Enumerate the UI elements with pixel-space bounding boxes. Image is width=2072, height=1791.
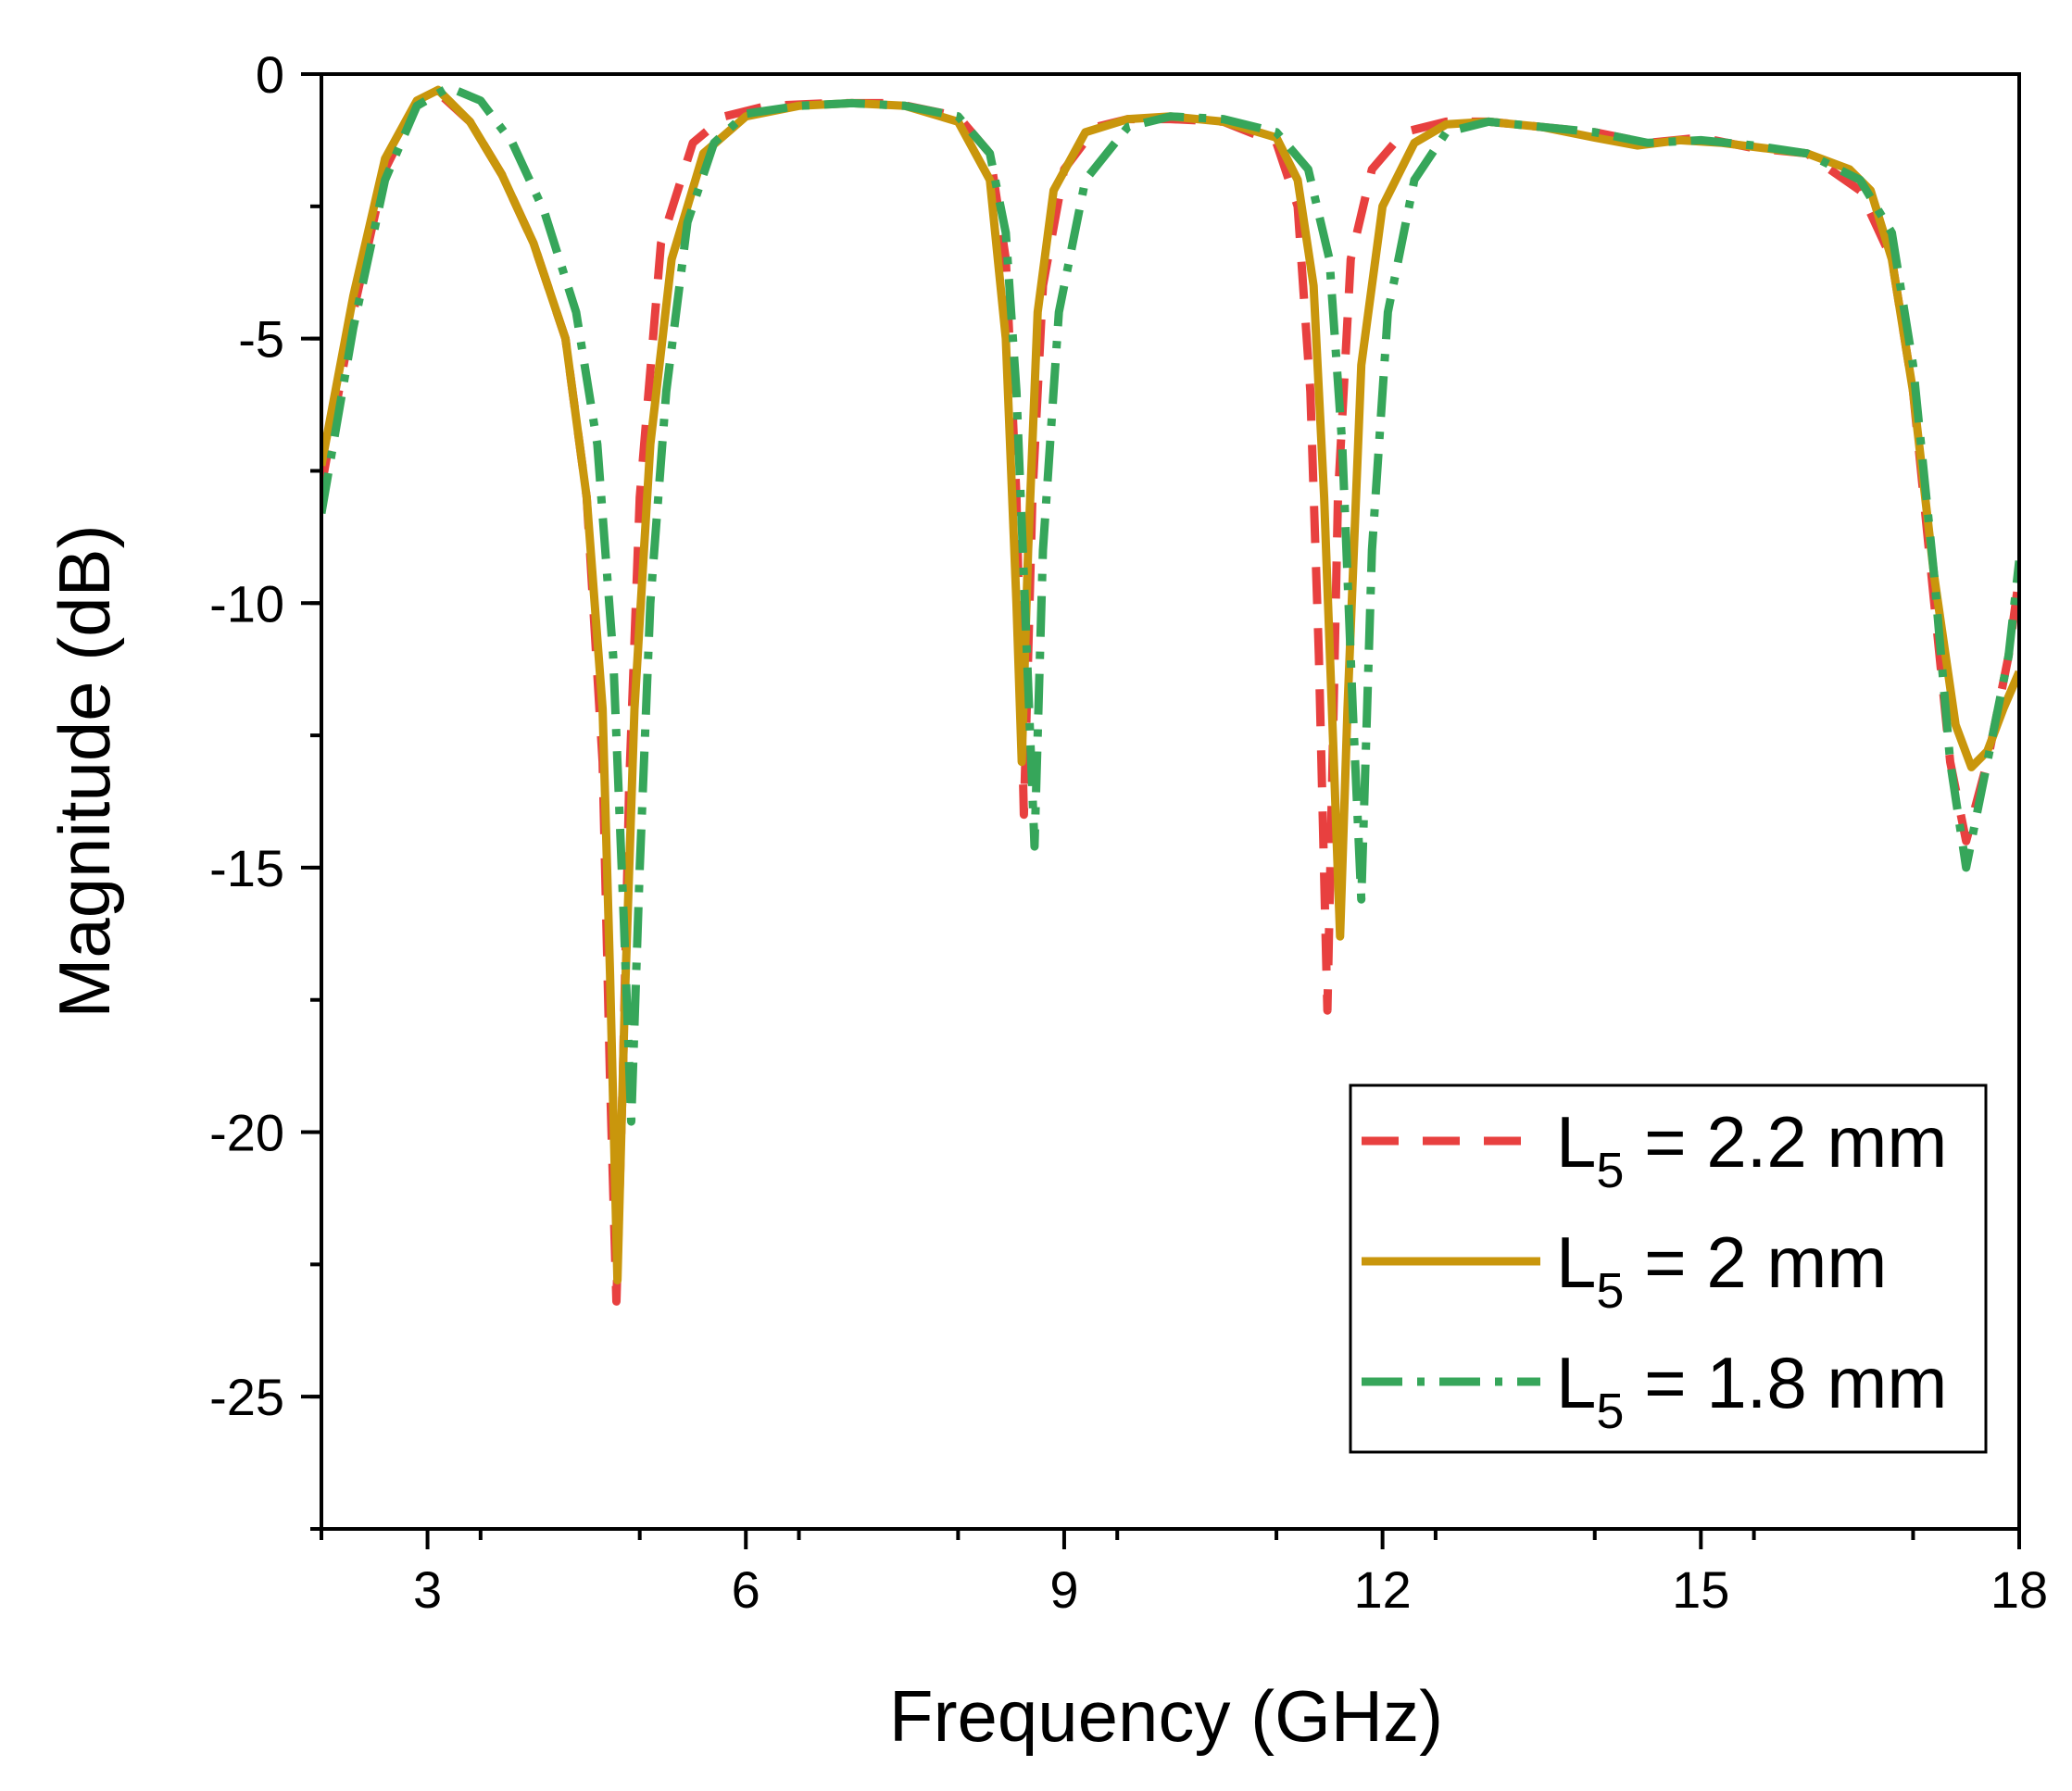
y-tick-label-2: -10: [209, 574, 284, 632]
y-tick-label-4: -20: [209, 1104, 284, 1162]
series-line-3: [321, 82, 2019, 1126]
legend-label-1: L5 = 2.2 mm: [1556, 1101, 1947, 1198]
y-tick-label-1: -5: [238, 310, 284, 369]
plot-frame: [320, 72, 2021, 1531]
x-tick-label-15: 15: [1672, 1560, 1729, 1619]
x-tick-label-3: 3: [413, 1560, 442, 1619]
legend-box: [1349, 1083, 1988, 1454]
x-tick-label-12: 12: [1353, 1560, 1411, 1619]
y-tick-label-3: -15: [209, 839, 284, 897]
plot-area: [321, 82, 2019, 1306]
legend-label-3: L5 = 1.8 mm: [1556, 1342, 1947, 1439]
legend-label-2: L5 = 2 mm: [1556, 1221, 1887, 1319]
legend: L5 = 2.2 mm L5 = 2 mm L5 = 1.8 mm: [1349, 1083, 1988, 1454]
x-tick-label-6: 6: [732, 1560, 760, 1619]
series-layer: [321, 82, 2019, 1306]
y-tick-label-0: 0: [256, 45, 284, 104]
axes-layer: 3 6 9 12 15 18 0 -5 -10 -15 -20 -25: [209, 45, 2048, 1619]
x-axis-label: Frequency (GHz): [889, 1675, 1443, 1757]
x-tick-label-9: 9: [1049, 1560, 1078, 1619]
x-tick-label-18: 18: [1990, 1560, 2048, 1619]
y-tick-label-5: -25: [209, 1368, 284, 1426]
y-axis-label: Magnitude (dB): [44, 524, 125, 1018]
